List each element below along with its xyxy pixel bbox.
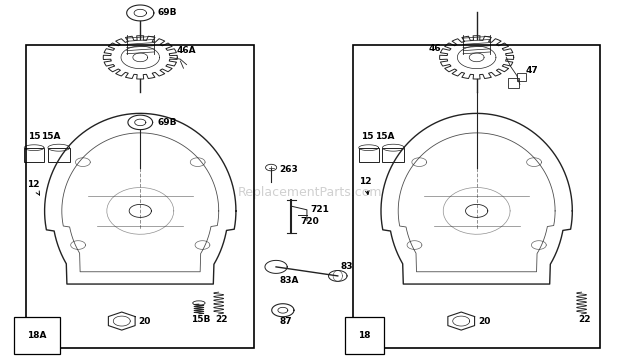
Text: 22: 22 — [578, 315, 591, 324]
Bar — [353, 45, 600, 348]
Text: 47: 47 — [526, 66, 539, 75]
Text: 720: 720 — [301, 217, 319, 226]
Text: 83A: 83A — [279, 276, 299, 285]
Text: 15B: 15B — [192, 315, 211, 324]
Text: 15: 15 — [361, 132, 374, 141]
Text: 46A: 46A — [176, 46, 196, 55]
Text: ReplacementParts.com: ReplacementParts.com — [237, 186, 383, 199]
Text: 20: 20 — [138, 317, 151, 325]
Text: 12: 12 — [27, 181, 40, 195]
Text: 263: 263 — [279, 165, 298, 174]
Bar — [48, 148, 69, 162]
Text: 69B: 69B — [157, 118, 177, 127]
Text: 15A: 15A — [375, 132, 394, 141]
Text: 721: 721 — [310, 205, 329, 214]
Text: 18: 18 — [358, 331, 371, 340]
Bar — [24, 148, 44, 162]
Bar — [383, 148, 404, 162]
Text: 15: 15 — [28, 132, 40, 141]
Text: 83: 83 — [341, 262, 353, 272]
Text: 12: 12 — [360, 177, 372, 194]
Text: 18A: 18A — [27, 331, 47, 340]
Bar — [359, 148, 379, 162]
Bar — [26, 45, 254, 348]
Text: 69B: 69B — [157, 8, 177, 17]
Text: 22: 22 — [216, 315, 228, 324]
Text: 20: 20 — [478, 317, 490, 325]
Text: 87: 87 — [280, 317, 293, 325]
Text: 15A: 15A — [42, 132, 61, 141]
Bar — [516, 73, 526, 81]
Text: 46: 46 — [428, 44, 441, 53]
Bar — [508, 78, 518, 88]
